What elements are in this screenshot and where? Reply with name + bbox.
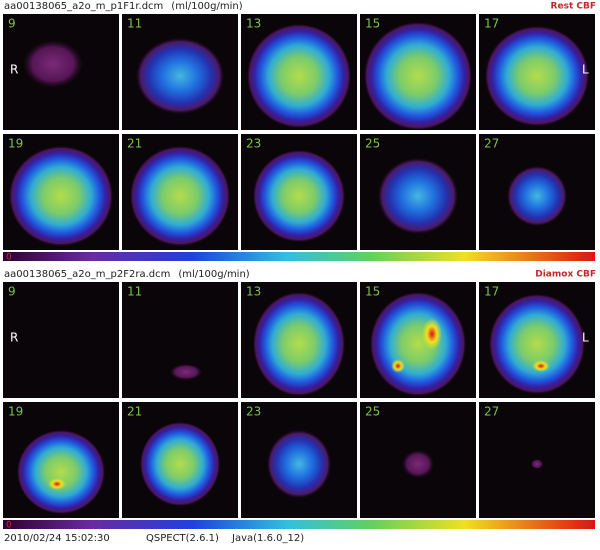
slice-number: 9 xyxy=(8,285,16,299)
brain xyxy=(370,292,466,396)
slice: 25 xyxy=(360,134,476,250)
runtime: Java(1.6.0_12) xyxy=(231,533,304,544)
slice: 11 xyxy=(122,282,238,398)
brain xyxy=(17,430,105,514)
software: QSPECT(2.6.1) xyxy=(146,533,219,544)
slice: 25 xyxy=(360,402,476,518)
slice: 19 xyxy=(3,402,119,518)
brain xyxy=(378,158,458,234)
slice-number: 9 xyxy=(8,17,16,31)
slice-number: 17 xyxy=(484,17,499,31)
scan-label: Rest CBF xyxy=(551,2,596,12)
hot-spot xyxy=(532,360,550,372)
brain xyxy=(253,150,345,242)
brain xyxy=(140,422,220,506)
slice: 19 xyxy=(3,134,119,250)
slice-number: 11 xyxy=(127,17,142,31)
file-name: aa00138065_a2o_m_p2F2ra.dcm xyxy=(4,269,170,280)
slice-number: 15 xyxy=(365,285,380,299)
slice-number: 11 xyxy=(127,285,142,299)
slice: 17 xyxy=(479,282,595,398)
slice-bg xyxy=(122,282,238,398)
timestamp: 2010/02/24 15:02:30 xyxy=(4,533,110,544)
brain xyxy=(23,40,83,88)
slice: 21 xyxy=(122,134,238,250)
file-name: aa00138065_a2o_m_p1F1r.dcm xyxy=(4,1,163,12)
slice-number: 15 xyxy=(365,17,380,31)
slice-number: 25 xyxy=(365,137,380,151)
side-marker: R xyxy=(10,63,18,77)
hot-spot xyxy=(48,478,66,490)
brain xyxy=(485,26,589,126)
slice-number: 27 xyxy=(484,137,499,151)
scan-label: Diamox CBF xyxy=(535,270,596,280)
slice: 9 xyxy=(3,14,119,130)
brain xyxy=(170,364,202,380)
hot-spot xyxy=(391,359,405,373)
brain xyxy=(247,24,351,128)
slice: 17 xyxy=(479,14,595,130)
scale-max: 80 xyxy=(581,253,593,263)
scale-min: 0 xyxy=(6,253,12,263)
slice: 23 xyxy=(241,402,357,518)
color-bar xyxy=(3,252,595,261)
scale-min: 0 xyxy=(6,521,12,531)
brain xyxy=(402,450,434,478)
color-bar xyxy=(3,520,595,529)
slice: 9 xyxy=(3,282,119,398)
panel: aa00138065_a2o_m_p2F2ra.dcm (ml/100g/min)… xyxy=(3,269,596,531)
slice: 27 xyxy=(479,134,595,250)
brain xyxy=(136,38,224,114)
side-marker: R xyxy=(10,331,18,345)
brain xyxy=(130,146,230,246)
slice: 13 xyxy=(241,14,357,130)
slice-number: 21 xyxy=(127,137,142,151)
slice: 21 xyxy=(122,402,238,518)
slice-number: 25 xyxy=(365,405,380,419)
slice-number: 23 xyxy=(246,405,261,419)
slice-number: 23 xyxy=(246,137,261,151)
slice-number: 19 xyxy=(8,405,23,419)
slice: 15 xyxy=(360,14,476,130)
brain xyxy=(531,459,543,469)
slice-number: 19 xyxy=(8,137,23,151)
slice-number: 13 xyxy=(246,17,261,31)
slice: 23 xyxy=(241,134,357,250)
panel: aa00138065_a2o_m_p1F1r.dcm (ml/100g/min) R… xyxy=(3,1,596,263)
slice: 11 xyxy=(122,14,238,130)
unit: (ml/100g/min) xyxy=(171,1,242,12)
brain xyxy=(507,166,567,226)
slice-number: 27 xyxy=(484,405,499,419)
slice: 27 xyxy=(479,402,595,518)
slice-number: 21 xyxy=(127,405,142,419)
brain xyxy=(253,292,345,396)
slice-bg xyxy=(3,282,119,398)
brain xyxy=(489,294,585,394)
slice-number: 17 xyxy=(484,285,499,299)
brain xyxy=(267,430,331,498)
slice: 15 xyxy=(360,282,476,398)
hot-spot xyxy=(422,318,442,350)
scale-max: 80 xyxy=(581,521,593,531)
slice: 13 xyxy=(241,282,357,398)
brain xyxy=(364,22,472,130)
unit: (ml/100g/min) xyxy=(178,269,249,280)
side-marker: L xyxy=(582,331,589,345)
side-marker: L xyxy=(582,63,589,77)
brain xyxy=(9,146,113,246)
slice-number: 13 xyxy=(246,285,261,299)
